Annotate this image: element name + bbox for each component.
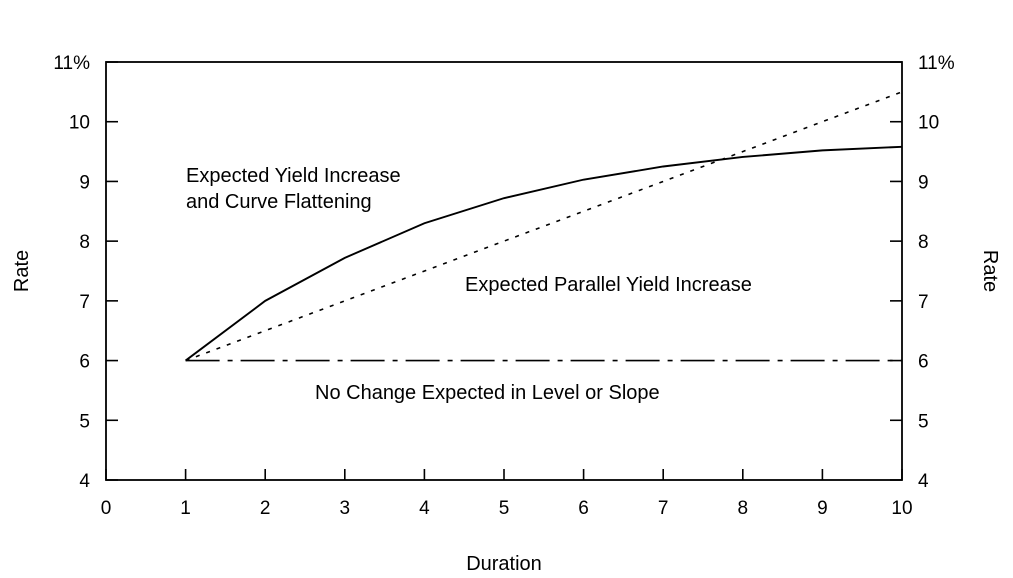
y-axis-label-right: Rate <box>979 250 1001 292</box>
y-tick-label-right: 5 <box>918 411 929 432</box>
series-lines <box>185 91 903 362</box>
y-tick-label-right: 10 <box>918 113 939 134</box>
x-tick-label: 6 <box>578 498 589 519</box>
y-tick-label-right: 6 <box>918 352 929 373</box>
y-tick-label-left: 11% <box>53 53 90 74</box>
y-tick-label-right: 9 <box>918 172 929 193</box>
annotation-flattening-line1: Expected Yield Increase <box>186 165 401 187</box>
y-tick-label-left: 7 <box>79 292 90 313</box>
x-tick-label: 10 <box>891 498 912 519</box>
x-axis-label: Duration <box>466 553 542 575</box>
x-tick-label: 7 <box>658 498 669 519</box>
x-tick-label: 2 <box>260 498 271 519</box>
x-tick-label: 0 <box>101 498 112 519</box>
annotation-no-change: No Change Expected in Level or Slope <box>315 382 660 404</box>
y-tick-label-right: 8 <box>918 232 929 253</box>
x-tick-label: 1 <box>180 498 191 519</box>
x-tick-label: 8 <box>738 498 749 519</box>
y-tick-label-right: 7 <box>918 292 929 313</box>
y-tick-label-right: 4 <box>918 471 929 492</box>
y-tick-label-left: 8 <box>79 232 90 253</box>
x-tick-label: 4 <box>419 498 430 519</box>
y-tick-label-left: 10 <box>69 113 90 134</box>
parallel-increase-line <box>185 91 903 362</box>
y-tick-label-left: 6 <box>79 352 90 373</box>
y-tick-label-right: 11% <box>918 53 955 74</box>
x-tick-label: 9 <box>817 498 828 519</box>
x-tick-label: 5 <box>499 498 510 519</box>
flattening-curve-line <box>185 145 903 362</box>
y-tick-label-left: 5 <box>79 411 90 432</box>
y-tick-label-left: 4 <box>79 471 90 492</box>
plot-frame <box>105 61 903 481</box>
annotation-parallel: Expected Parallel Yield Increase <box>465 274 752 296</box>
axis-ticks: 0 1 2 3 4 5 6 7 8 9 10 4 4 5 5 6 6 7 7 8 8 9 9 10 10 11% 11% <box>53 53 954 519</box>
annotation-flattening-line2: and Curve Flattening <box>186 191 372 213</box>
x-tick-label: 3 <box>340 498 351 519</box>
y-axis-label-left: Rate <box>11 250 33 292</box>
y-tick-label-left: 9 <box>79 172 90 193</box>
